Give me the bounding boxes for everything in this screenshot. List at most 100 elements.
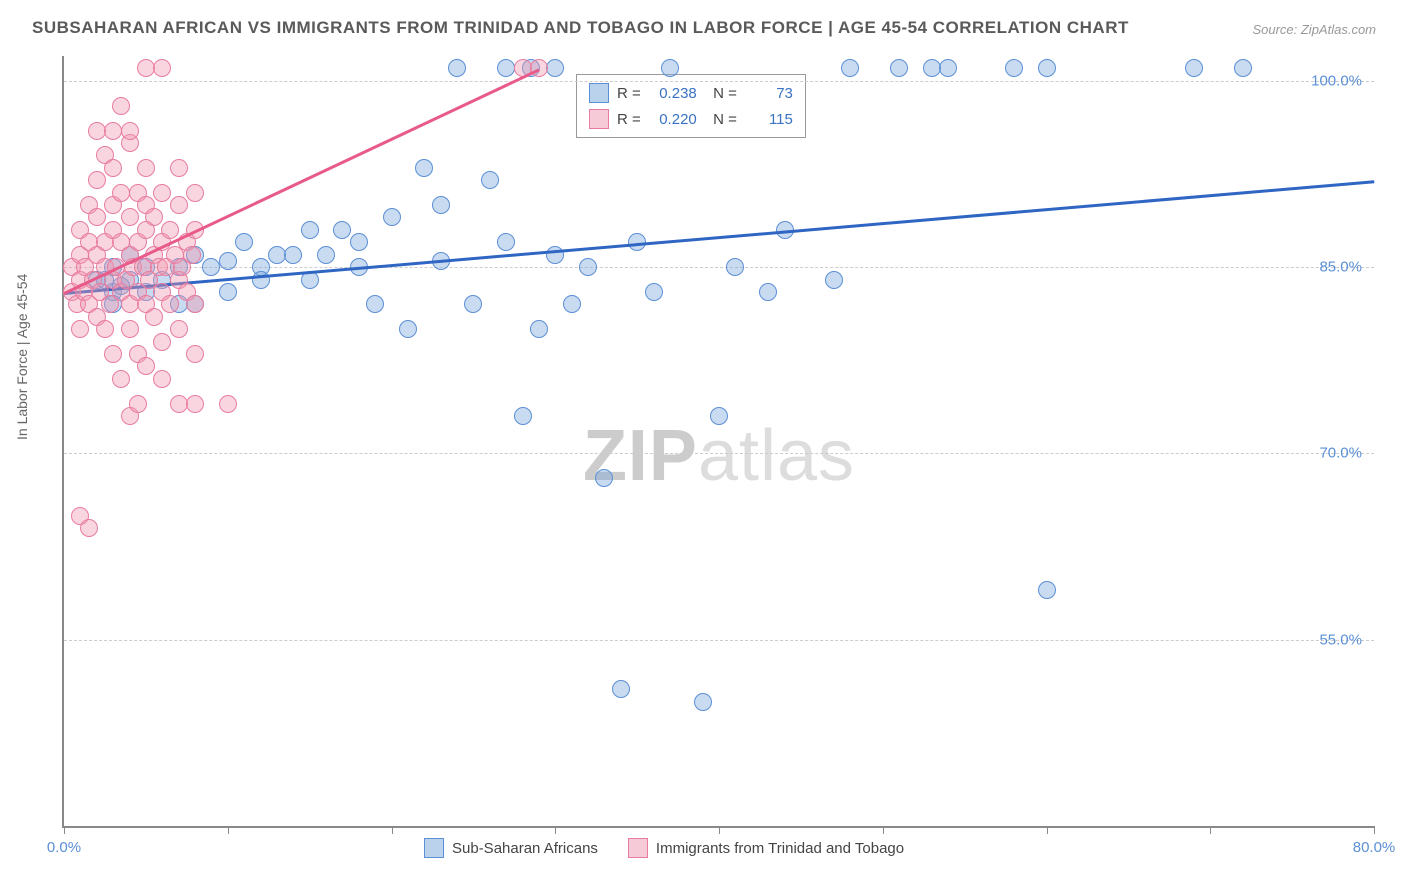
data-point xyxy=(170,159,188,177)
data-point xyxy=(170,196,188,214)
n-value-blue: 73 xyxy=(745,85,793,102)
data-point xyxy=(350,258,368,276)
data-point xyxy=(235,233,253,251)
data-point xyxy=(530,59,548,77)
data-point xyxy=(710,407,728,425)
data-point xyxy=(464,295,482,313)
data-point xyxy=(137,159,155,177)
stats-row-blue: R = 0.238 N = 73 xyxy=(589,80,793,106)
data-point xyxy=(137,357,155,375)
x-tick xyxy=(392,826,393,834)
data-point xyxy=(219,395,237,413)
source-attribution: Source: ZipAtlas.com xyxy=(1252,22,1376,37)
x-tick xyxy=(883,826,884,834)
data-point xyxy=(497,59,515,77)
data-point xyxy=(481,171,499,189)
data-point xyxy=(923,59,941,77)
data-point xyxy=(129,395,147,413)
data-point xyxy=(939,59,957,77)
r-value-blue: 0.238 xyxy=(649,85,697,102)
data-point xyxy=(890,59,908,77)
data-point xyxy=(415,159,433,177)
data-point xyxy=(186,184,204,202)
data-point xyxy=(112,97,130,115)
data-point xyxy=(268,246,286,264)
data-point xyxy=(366,295,384,313)
n-value-pink: 115 xyxy=(745,111,793,128)
data-point xyxy=(399,320,417,338)
scatter-plot-area: ZIPatlas R = 0.238 N = 73 R = 0.220 N = … xyxy=(62,56,1374,828)
n-label: N = xyxy=(705,85,737,102)
data-point xyxy=(80,519,98,537)
data-point xyxy=(153,333,171,351)
data-point xyxy=(202,258,220,276)
data-point xyxy=(186,295,204,313)
data-point xyxy=(1038,581,1056,599)
data-point xyxy=(563,295,581,313)
data-point xyxy=(104,345,122,363)
data-point xyxy=(88,171,106,189)
legend-label-blue: Sub-Saharan Africans xyxy=(452,840,598,857)
data-point xyxy=(628,233,646,251)
data-point xyxy=(219,252,237,270)
data-point xyxy=(153,59,171,77)
data-point xyxy=(186,345,204,363)
y-axis-label: In Labor Force | Age 45-54 xyxy=(14,274,30,440)
data-point xyxy=(1038,59,1056,77)
data-point xyxy=(333,221,351,239)
data-point xyxy=(153,184,171,202)
data-point xyxy=(121,122,139,140)
data-point xyxy=(186,395,204,413)
x-tick xyxy=(719,826,720,834)
legend-item-pink: Immigrants from Trinidad and Tobago xyxy=(628,838,904,858)
data-point xyxy=(301,271,319,289)
swatch-pink-icon xyxy=(628,838,648,858)
data-point xyxy=(137,59,155,77)
legend-label-pink: Immigrants from Trinidad and Tobago xyxy=(656,840,904,857)
data-point xyxy=(759,283,777,301)
data-point xyxy=(183,246,201,264)
data-point xyxy=(145,208,163,226)
data-point xyxy=(612,680,630,698)
y-tick-label: 55.0% xyxy=(1319,631,1362,648)
data-point xyxy=(776,221,794,239)
data-point xyxy=(170,320,188,338)
swatch-pink-icon xyxy=(589,109,609,129)
watermark: ZIPatlas xyxy=(583,415,855,497)
data-point xyxy=(841,59,859,77)
data-point xyxy=(317,246,335,264)
stats-legend: R = 0.238 N = 73 R = 0.220 N = 115 xyxy=(576,74,806,138)
data-point xyxy=(432,252,450,270)
data-point xyxy=(170,395,188,413)
data-point xyxy=(104,159,122,177)
data-point xyxy=(645,283,663,301)
x-tick xyxy=(64,826,65,834)
data-point xyxy=(546,246,564,264)
data-point xyxy=(1185,59,1203,77)
data-point xyxy=(112,184,130,202)
data-point xyxy=(726,258,744,276)
swatch-blue-icon xyxy=(589,83,609,103)
data-point xyxy=(96,320,114,338)
x-tick xyxy=(228,826,229,834)
data-point xyxy=(1005,59,1023,77)
data-point xyxy=(497,233,515,251)
data-point xyxy=(825,271,843,289)
stats-row-pink: R = 0.220 N = 115 xyxy=(589,106,793,132)
data-point xyxy=(448,59,466,77)
x-tick-label: 0.0% xyxy=(47,839,81,856)
gridline-h xyxy=(64,640,1374,641)
data-point xyxy=(546,59,564,77)
y-tick-label: 70.0% xyxy=(1319,445,1362,462)
data-point xyxy=(284,246,302,264)
data-point xyxy=(153,370,171,388)
data-point xyxy=(145,308,163,326)
data-point xyxy=(219,283,237,301)
data-point xyxy=(1234,59,1252,77)
data-point xyxy=(383,208,401,226)
data-point xyxy=(121,208,139,226)
data-point xyxy=(161,221,179,239)
gridline-h xyxy=(64,81,1374,82)
data-point xyxy=(252,271,270,289)
gridline-h xyxy=(64,453,1374,454)
